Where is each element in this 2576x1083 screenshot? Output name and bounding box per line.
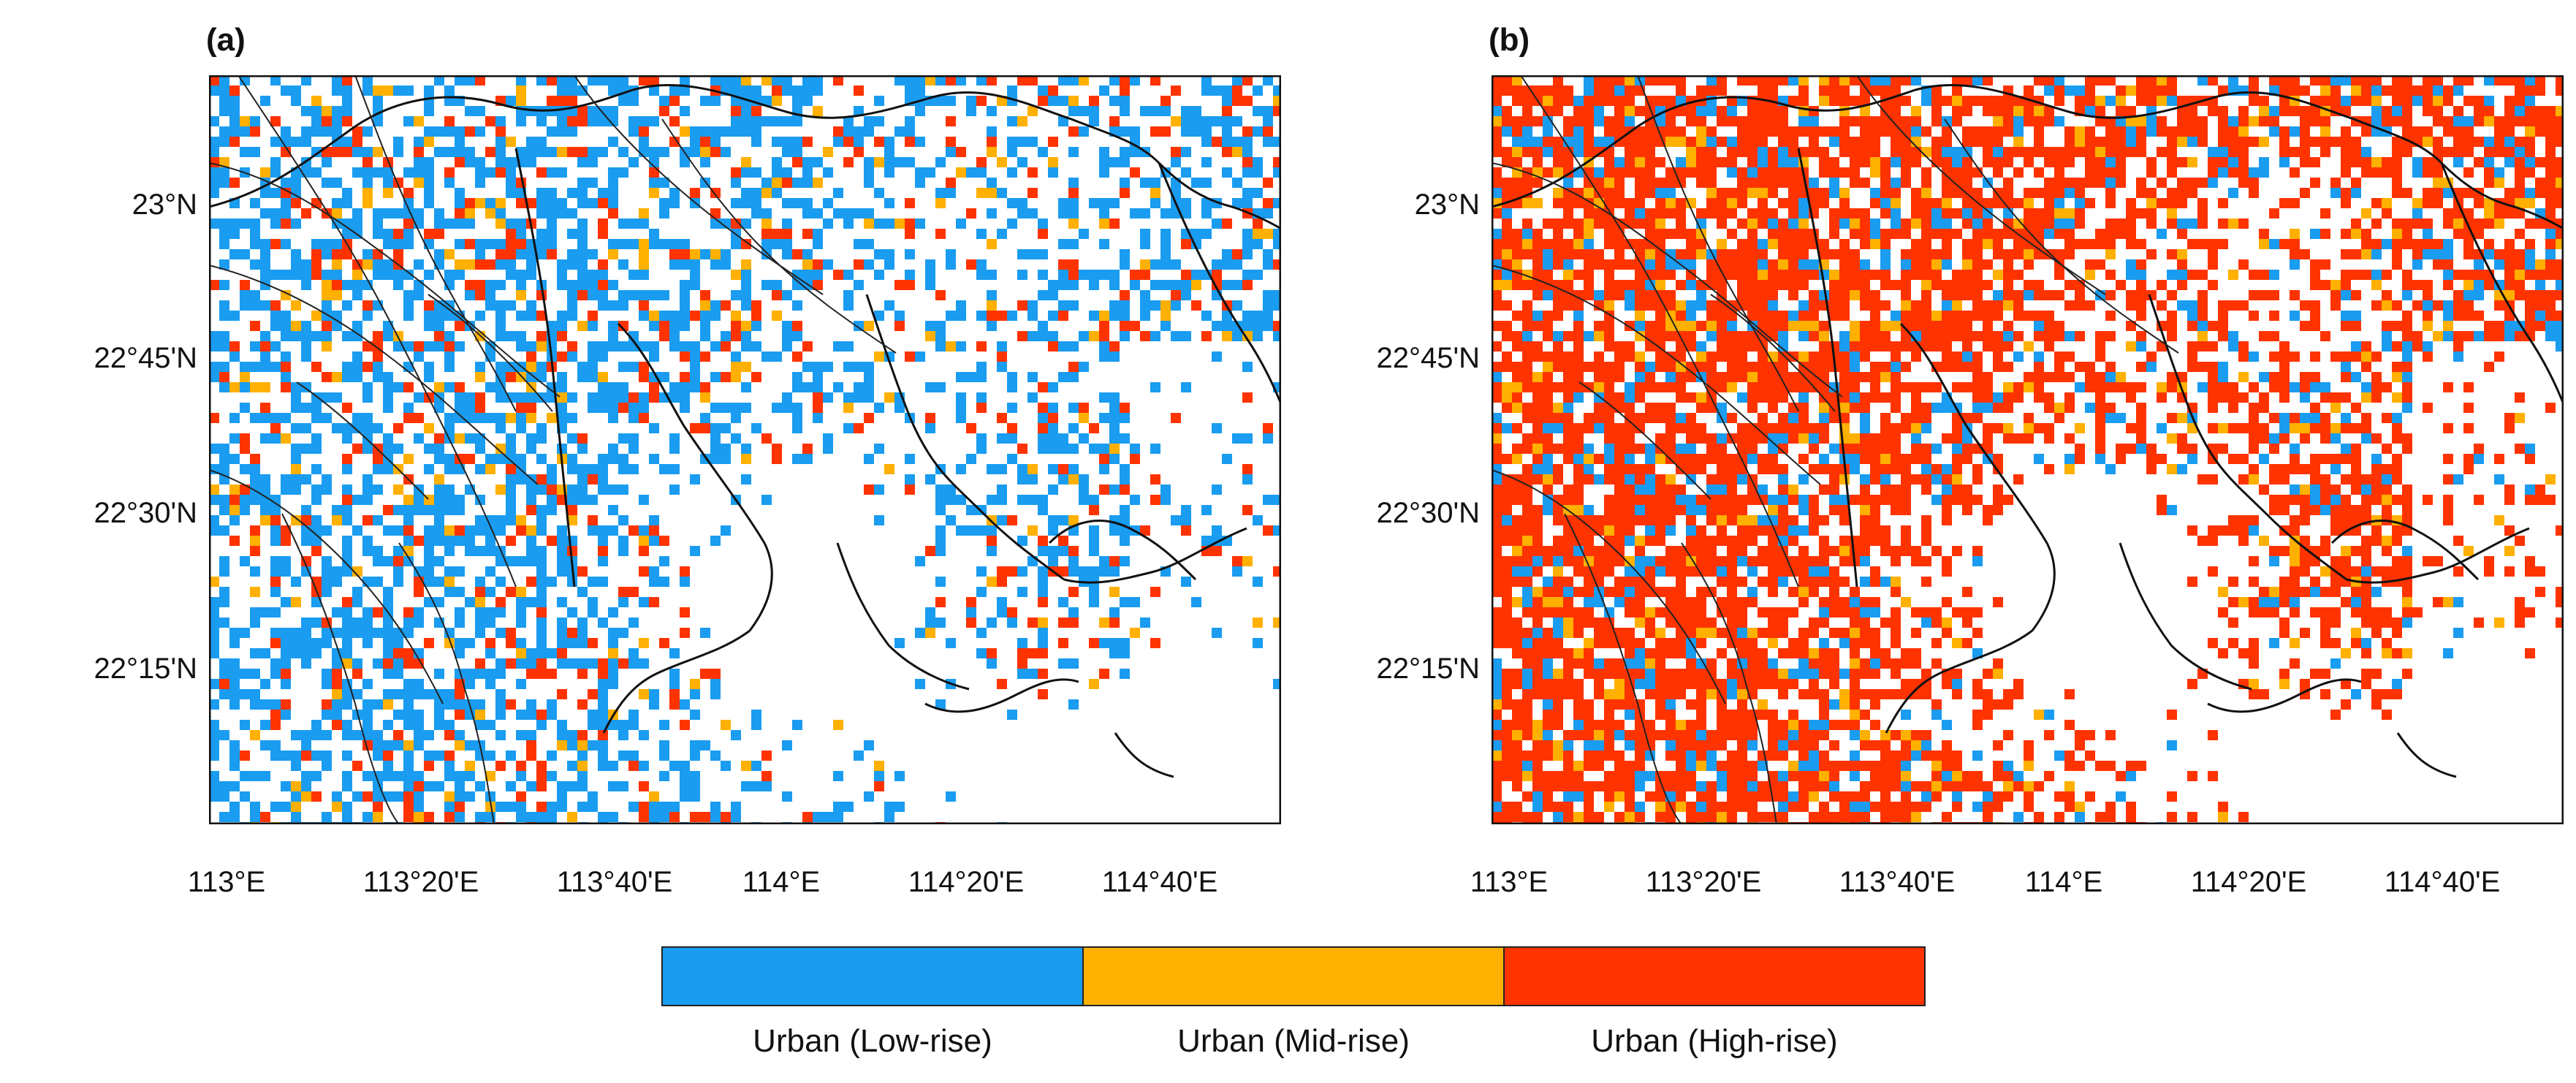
map-panel-b	[1492, 75, 2564, 824]
coastline-b	[1492, 84, 2564, 778]
lat-tick-b-3: 22°30'N	[1376, 497, 1480, 529]
lon-tick-b-3: 113°40'E	[1839, 866, 1956, 898]
legend-label-high-rise: Urban (High-rise)	[1591, 1023, 1838, 1059]
lon-tick-b-5: 114°20'E	[2190, 866, 2307, 898]
legend-swatch-high-rise	[1503, 946, 1926, 1006]
legend-swatch-low-rise	[661, 946, 1084, 1006]
lon-tick-a-6: 114°40'E	[1101, 866, 1218, 898]
map-panel-a	[209, 75, 1281, 824]
urban-cells-b	[1492, 75, 2564, 824]
legend-label-low-rise: Urban (Low-rise)	[753, 1023, 992, 1059]
panel-b-label: (b)	[1489, 22, 1530, 58]
rivers-a	[209, 75, 897, 824]
lat-tick-a-3: 22°30'N	[94, 497, 197, 529]
lon-tick-a-3: 113°40'E	[556, 866, 673, 898]
coastline-a	[209, 84, 1281, 778]
lat-tick-a-2: 22°45'N	[94, 342, 197, 374]
lon-tick-b-6: 114°40'E	[2384, 866, 2501, 898]
panel-a-label: (a)	[206, 22, 246, 58]
lat-tick-b-1: 23°N	[1414, 189, 1480, 221]
lon-tick-a-4: 114°E	[742, 866, 821, 898]
lat-tick-a-1: 23°N	[132, 189, 197, 221]
lon-tick-b-1: 113°E	[1470, 866, 1549, 898]
lat-tick-a-4: 22°15'N	[94, 653, 197, 685]
lon-tick-a-2: 113°20'E	[362, 866, 479, 898]
lat-tick-b-4: 22°15'N	[1376, 653, 1480, 685]
lat-tick-b-2: 22°45'N	[1376, 342, 1480, 374]
urban-cells-a	[209, 75, 1281, 824]
legend-swatch-mid-rise	[1082, 946, 1505, 1006]
rivers-b	[1492, 75, 2179, 824]
lon-tick-a-1: 113°E	[187, 866, 266, 898]
frame-a	[209, 75, 1281, 824]
lon-tick-b-2: 113°20'E	[1645, 866, 1762, 898]
frame-b	[1492, 75, 2564, 824]
legend-label-mid-rise: Urban (Mid-rise)	[1177, 1023, 1410, 1059]
lon-tick-a-5: 114°20'E	[908, 866, 1025, 898]
lon-tick-b-4: 114°E	[2024, 866, 2103, 898]
